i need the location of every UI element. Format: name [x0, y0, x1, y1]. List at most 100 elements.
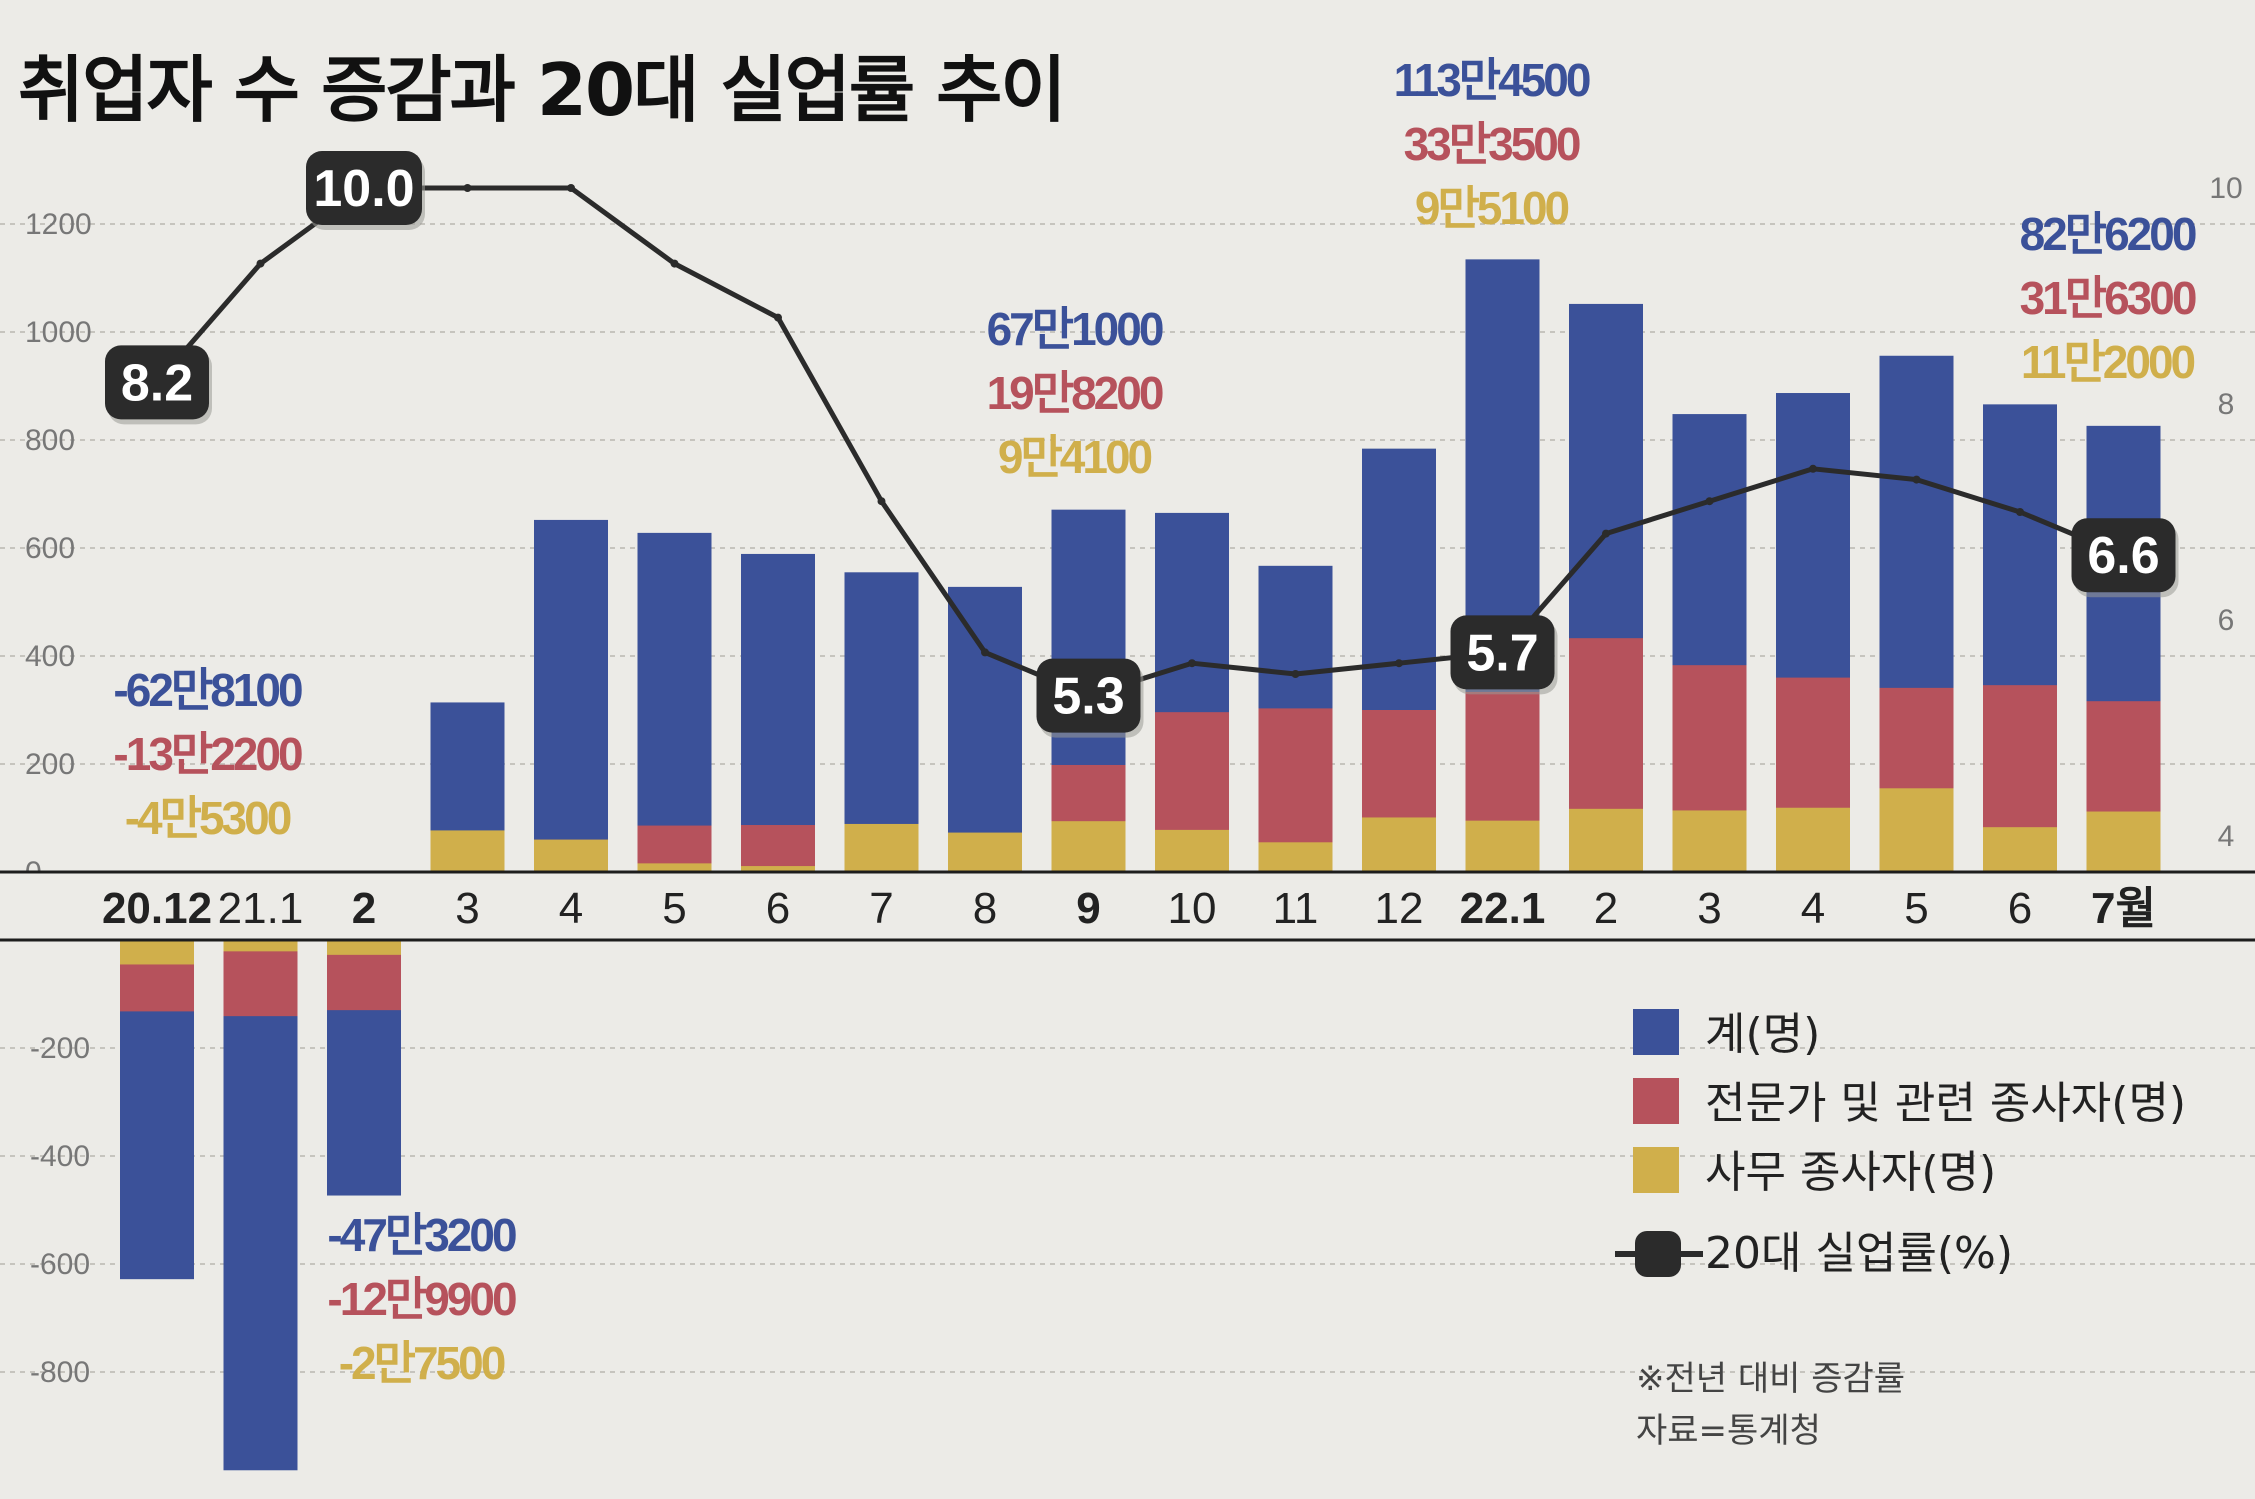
x-tick-label: 21.1 — [218, 884, 304, 933]
legend-swatch — [1633, 1078, 1679, 1124]
annotation-layer: 8.2 10.0 5.3 5.7 6.6 -62만8100 -13만2200 -4만5300 -… — [105, 54, 2199, 1389]
bar-office — [1672, 810, 1747, 872]
rate-label-box — [105, 345, 209, 420]
y-tick-left: -600 — [30, 1248, 90, 1281]
rate-label-box — [306, 151, 422, 225]
value-annotation: -2만7500 — [339, 1337, 505, 1389]
y-tick-left: 400 — [25, 640, 75, 673]
legend-label: 사무 종사자(명) — [1705, 1147, 1996, 1198]
y-tick-left: 1200 — [25, 208, 92, 241]
value-annotation: -13만2200 — [113, 728, 302, 780]
rate-label: 5.7 — [1466, 624, 1538, 682]
y-tick-left: 1000 — [25, 316, 92, 349]
bar-total — [844, 572, 919, 872]
rate-point — [256, 259, 265, 268]
bar-office — [1569, 808, 1643, 872]
x-tick-label: 5 — [1904, 884, 1928, 933]
x-tick-label: 12 — [1375, 884, 1424, 933]
bar-office — [741, 866, 815, 872]
value-annotation: 11만2000 — [2021, 336, 2195, 388]
bar-total — [223, 940, 298, 1471]
category-band — [0, 872, 2255, 940]
bar-office — [120, 940, 194, 965]
value-annotation: 113만4500 — [1394, 54, 1590, 106]
rate-point — [1291, 670, 1300, 678]
value-annotation: -47만3200 — [327, 1209, 516, 1261]
y-tick-left: -200 — [30, 1032, 90, 1065]
rate-point — [1809, 464, 1817, 473]
x-tick-label: 7월 — [2091, 884, 2156, 933]
bar-office — [2086, 811, 2161, 872]
rate-label: 5.3 — [1052, 668, 1124, 726]
y-tick-right: 8 — [2218, 388, 2235, 421]
bar-total — [637, 532, 712, 872]
bar-office — [1258, 842, 1333, 872]
x-tick-label: 3 — [455, 884, 479, 933]
note-basis: ※전년 대비 증감률 — [1636, 1359, 1905, 1399]
chart-title: 취업자 수 증감과 20대 실업률 추이 — [18, 48, 1065, 132]
legend-label: 계(명) — [1705, 1009, 1820, 1060]
bar-office — [1879, 788, 1954, 872]
legend-label: 20대 실업률(%) — [1705, 1228, 2013, 1279]
legend-label: 전문가 및 관련 종사자(명) — [1705, 1078, 2186, 1129]
value-annotation: 82만6200 — [2020, 208, 2196, 260]
bar-office — [327, 940, 401, 955]
x-tick-label: 8 — [973, 884, 997, 933]
x-tick-label: 10 — [1168, 884, 1217, 933]
value-annotation: -62만8100 — [113, 664, 302, 716]
rate-point — [774, 313, 782, 322]
rate-point — [1705, 497, 1714, 506]
bar-professional — [223, 940, 298, 1017]
x-tick-label: 2 — [1594, 884, 1618, 933]
rate-point — [981, 648, 989, 657]
rate-label-box — [1450, 615, 1555, 690]
rate-point — [670, 259, 679, 268]
rate-point — [877, 497, 886, 506]
value-annotation: 31만6300 — [2020, 272, 2196, 324]
bar-office — [1465, 820, 1540, 872]
value-annotation: 67만1000 — [987, 303, 1163, 355]
rate-point — [567, 184, 575, 192]
value-annotation: 9만4100 — [998, 431, 1152, 483]
bar-professional — [741, 825, 815, 872]
y-tick-left: -400 — [30, 1140, 90, 1173]
rate-label: 6.6 — [2087, 527, 2159, 585]
bar-total — [534, 519, 608, 872]
value-annotation: 19만8200 — [987, 367, 1163, 419]
rate-label-box — [1036, 658, 1141, 733]
rate-label: 10.0 — [313, 160, 414, 218]
value-annotation: 9만5100 — [1415, 182, 1569, 234]
x-tick-label: 11 — [1273, 884, 1319, 933]
bar-office — [637, 863, 712, 872]
value-annotation: -4만5300 — [125, 792, 291, 844]
note-source: 자료=통계청 — [1636, 1411, 1821, 1451]
value-annotation: 33만3500 — [1404, 118, 1580, 170]
bar-office — [1776, 807, 1850, 872]
bar-office — [1362, 817, 1436, 872]
bar-office — [844, 823, 919, 872]
bar-office — [1155, 829, 1229, 872]
x-tick-label: 22.1 — [1460, 884, 1546, 933]
rate-point — [1602, 529, 1610, 538]
bar-office — [1051, 821, 1126, 872]
legend-swatch — [1633, 1009, 1679, 1055]
rate-point — [1912, 475, 1921, 484]
x-tick-label: 6 — [2008, 884, 2032, 933]
axis-layer: 120010008006004002000-200-400-600-800108… — [0, 172, 2255, 1389]
y-tick-right: 10 — [2209, 172, 2242, 205]
legend-swatch — [1633, 1147, 1679, 1193]
y-tick-left: 600 — [25, 532, 75, 565]
x-tick-label: 4 — [559, 884, 583, 933]
bar-total — [741, 553, 815, 872]
x-tick-label: 3 — [1697, 884, 1721, 933]
rate-point — [1188, 659, 1196, 668]
x-tick-label: 2 — [352, 884, 376, 933]
bar-office — [223, 940, 298, 952]
x-tick-label: 4 — [1801, 884, 1825, 933]
value-annotation: -12만9900 — [327, 1273, 516, 1325]
y-tick-left: -800 — [30, 1356, 90, 1389]
x-tick-label: 20.12 — [102, 884, 212, 933]
rate-label: 8.2 — [121, 354, 193, 412]
bar-office — [1983, 827, 2057, 872]
